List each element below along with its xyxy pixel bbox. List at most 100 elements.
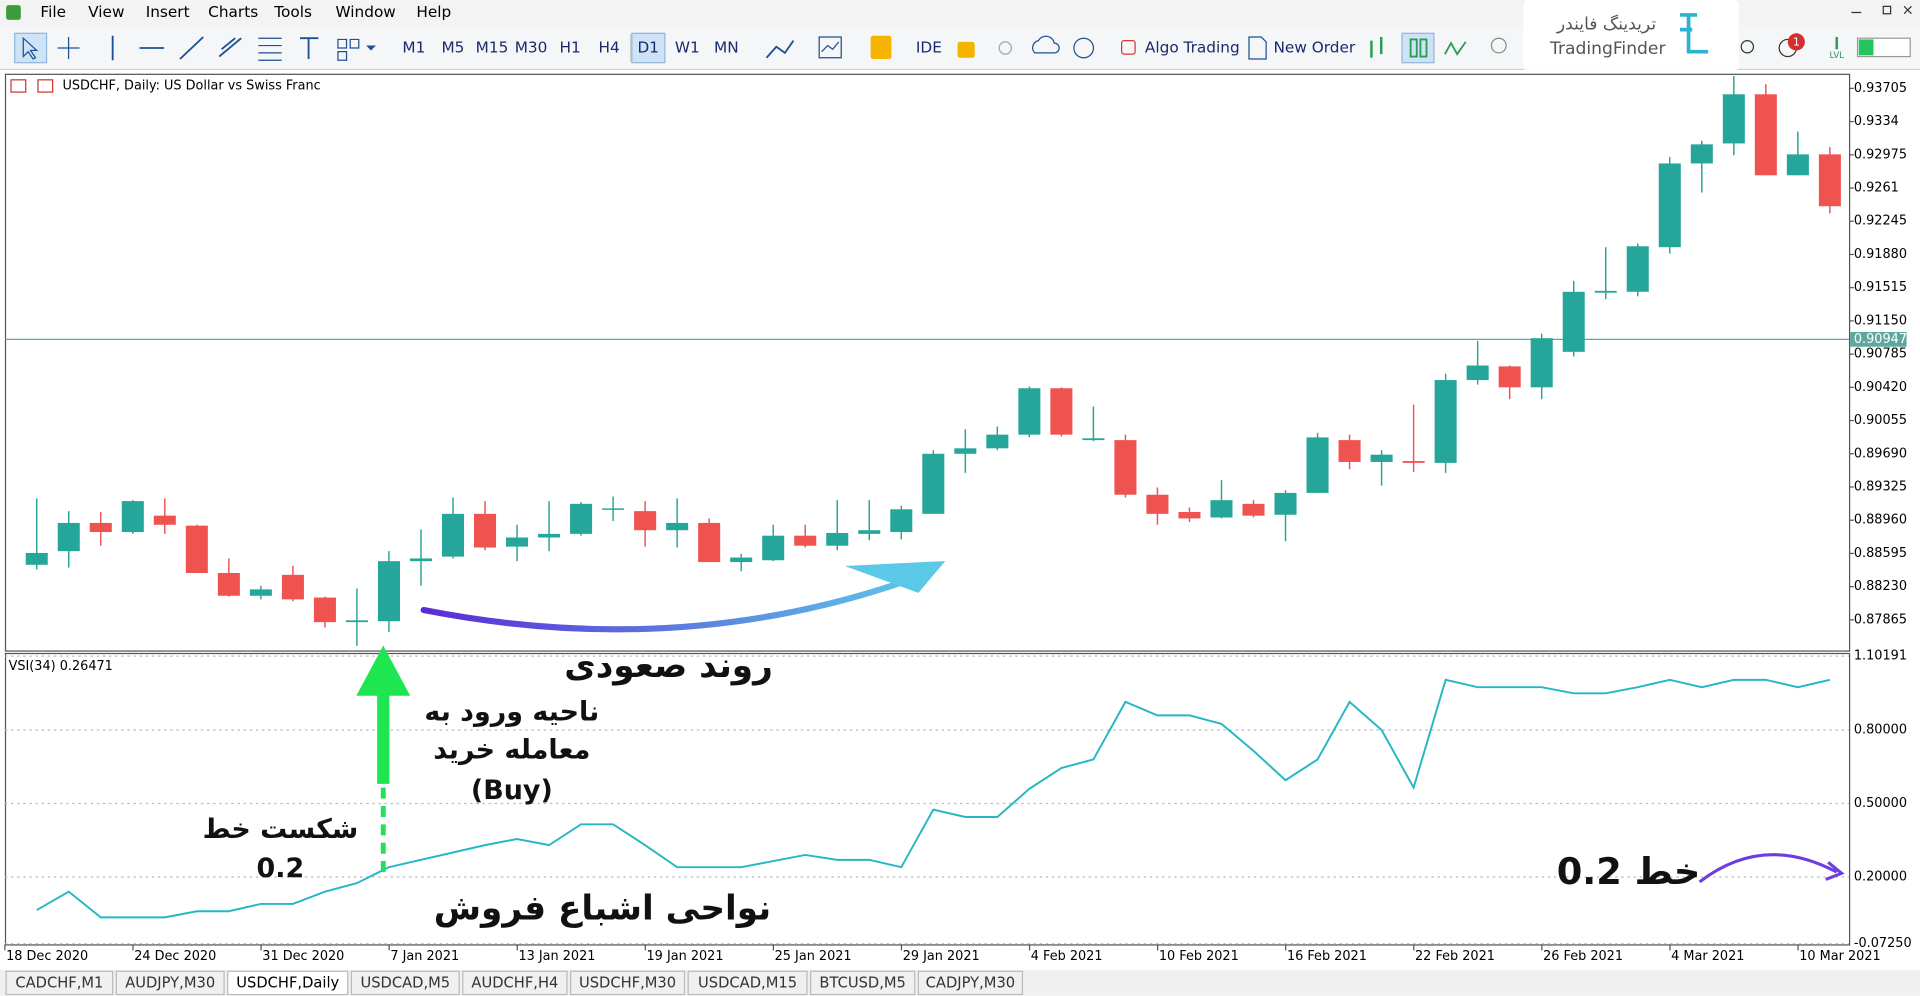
tab-label[interactable]: BTCUSD,M5 bbox=[819, 975, 906, 992]
crosshair-icon[interactable] bbox=[57, 36, 80, 60]
badge bbox=[1787, 33, 1805, 51]
tab[interactable] bbox=[462, 970, 568, 996]
trendline-icon[interactable] bbox=[179, 36, 204, 60]
search-icon[interactable] bbox=[1740, 40, 1755, 54]
cloud-icon[interactable] bbox=[1032, 35, 1060, 54]
candle-body bbox=[1402, 461, 1425, 463]
market-icon[interactable] bbox=[870, 35, 892, 60]
candle-body bbox=[1658, 163, 1681, 248]
timeframe-button[interactable]: D1 bbox=[637, 39, 659, 57]
candle-body bbox=[954, 448, 977, 454]
candle-body bbox=[794, 535, 817, 546]
candle-body bbox=[1210, 500, 1233, 518]
menu-item[interactable]: Window bbox=[336, 3, 396, 21]
timeframe-button[interactable]: H4 bbox=[599, 39, 620, 57]
candle-body bbox=[762, 535, 785, 561]
candle-body bbox=[441, 513, 465, 557]
candle-body bbox=[1626, 246, 1649, 292]
menu-item[interactable]: Charts bbox=[208, 3, 258, 21]
candle-body bbox=[249, 589, 272, 596]
channel-icon[interactable] bbox=[218, 37, 242, 58]
tab-label[interactable]: CADCHF,M1 bbox=[15, 975, 103, 992]
candle-body bbox=[1498, 366, 1521, 388]
y-tick-label: 0.93705 bbox=[1854, 81, 1907, 96]
tab-label[interactable]: USDCAD,M15 bbox=[698, 975, 797, 992]
text-icon[interactable] bbox=[300, 37, 319, 60]
active-timeframe bbox=[631, 32, 666, 64]
algo-icon[interactable] bbox=[1121, 40, 1136, 55]
line-chart-icon[interactable] bbox=[1444, 41, 1467, 56]
timeframe-button[interactable]: MN bbox=[714, 39, 739, 57]
tab-label[interactable]: USDCAD,M5 bbox=[360, 975, 450, 992]
lock-icon[interactable] bbox=[957, 41, 975, 58]
tab[interactable] bbox=[810, 970, 916, 996]
price-tag bbox=[1850, 332, 1907, 347]
candle-body bbox=[570, 503, 593, 534]
ide-button[interactable]: IDE bbox=[916, 39, 942, 57]
dropdown-icon[interactable] bbox=[366, 45, 376, 51]
signal-icon[interactable] bbox=[998, 41, 1013, 55]
timeframe-button[interactable]: M30 bbox=[515, 39, 548, 57]
timeframe-button[interactable]: W1 bbox=[675, 39, 700, 57]
y-tick-label: 0.90785 bbox=[1854, 347, 1907, 362]
timeframe-button[interactable]: M5 bbox=[441, 39, 464, 57]
y-tick-label: 0.9334 bbox=[1854, 114, 1899, 129]
logo-mark bbox=[1680, 13, 1709, 54]
timeframe-button[interactable]: M15 bbox=[476, 39, 509, 57]
candle-body bbox=[153, 515, 176, 525]
shapes-icon[interactable] bbox=[337, 38, 360, 61]
window-controls[interactable] bbox=[1851, 5, 1912, 15]
algo-trading-button[interactable]: Algo Trading bbox=[1145, 39, 1240, 57]
order-icon[interactable] bbox=[1248, 36, 1267, 60]
zoom-icon[interactable] bbox=[1490, 37, 1507, 54]
buy-arrow bbox=[356, 645, 411, 784]
candle-body bbox=[474, 513, 497, 548]
timeframe-button[interactable]: M1 bbox=[402, 39, 425, 57]
menu-item[interactable]: Tools bbox=[273, 3, 312, 21]
tab[interactable] bbox=[227, 970, 349, 996]
x-tick-label: 22 Feb 2021 bbox=[1415, 949, 1495, 964]
tab-label[interactable]: AUDJPY,M30 bbox=[125, 975, 215, 992]
menu-item[interactable]: File bbox=[40, 3, 66, 21]
tab-label[interactable]: USDCHF,Daily bbox=[236, 975, 339, 992]
y-tick-label: 0.91880 bbox=[1854, 247, 1907, 262]
candles-button[interactable] bbox=[1401, 32, 1435, 64]
candle-body bbox=[377, 561, 400, 622]
tab[interactable] bbox=[115, 970, 225, 996]
tab-label[interactable]: CADJPY,M30 bbox=[926, 975, 1015, 992]
indicators-icon[interactable] bbox=[818, 36, 842, 59]
menu-item[interactable]: View bbox=[88, 3, 124, 21]
candle-body bbox=[121, 501, 144, 533]
candle-body bbox=[858, 530, 881, 534]
new-order-button[interactable]: New Order bbox=[1273, 39, 1355, 57]
y-tick-label: 0.88230 bbox=[1854, 579, 1907, 594]
y-tick-label: 0.9261 bbox=[1854, 181, 1899, 196]
y-tick-label: 1.10191 bbox=[1854, 649, 1907, 664]
level-arrow bbox=[1698, 853, 1838, 884]
fibo-icon[interactable] bbox=[258, 37, 282, 61]
cursor-button[interactable] bbox=[14, 32, 48, 64]
tab[interactable] bbox=[5, 970, 114, 996]
tab-label[interactable]: AUDCHF,H4 bbox=[471, 975, 558, 992]
y-tick-label: 0.80000 bbox=[1854, 723, 1907, 738]
timeframe-button[interactable]: H1 bbox=[559, 39, 580, 57]
y-tick-label: 0.90420 bbox=[1854, 380, 1907, 395]
menu-item[interactable]: Insert bbox=[146, 3, 190, 21]
candle-body bbox=[25, 552, 48, 565]
trend-arrow bbox=[420, 572, 924, 633]
chart-type-icon[interactable] bbox=[765, 40, 795, 59]
tab[interactable] bbox=[570, 970, 686, 996]
vps-icon[interactable] bbox=[1073, 37, 1095, 59]
y-tick-label: 0.50000 bbox=[1854, 796, 1907, 811]
candle-body bbox=[1274, 492, 1297, 515]
tab-label[interactable]: USDCHF,M30 bbox=[579, 975, 676, 992]
menu-item[interactable]: Help bbox=[416, 3, 451, 21]
cursor-icon bbox=[22, 36, 39, 60]
tab[interactable] bbox=[350, 970, 460, 996]
tab[interactable] bbox=[687, 970, 808, 996]
depth-icon[interactable] bbox=[1370, 36, 1383, 58]
candle-body bbox=[1722, 94, 1745, 144]
candle-body bbox=[1562, 291, 1585, 352]
tab[interactable] bbox=[917, 970, 1024, 996]
